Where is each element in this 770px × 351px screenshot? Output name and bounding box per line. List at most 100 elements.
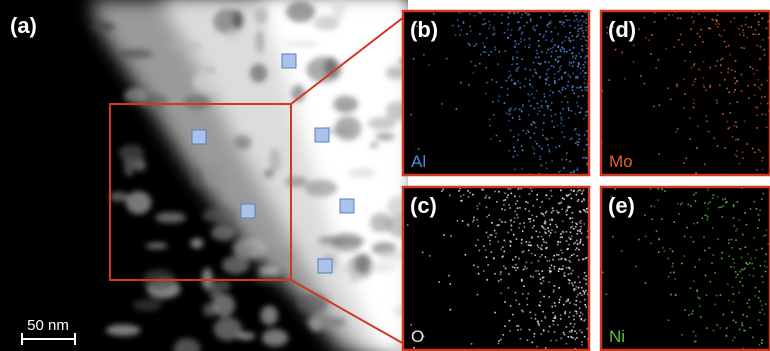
- signal-dot: [577, 30, 579, 32]
- signal-dot: [742, 29, 744, 31]
- signal-dot: [512, 56, 514, 58]
- signal-dot: [581, 341, 583, 343]
- signal-dot: [665, 48, 667, 50]
- signal-dot: [566, 343, 568, 345]
- signal-dot: [670, 248, 672, 250]
- signal-dot: [539, 33, 541, 35]
- signal-dot: [545, 212, 547, 214]
- signal-dot: [515, 83, 517, 85]
- element-label: O: [411, 327, 424, 346]
- signal-dot: [583, 149, 585, 151]
- signal-dot: [564, 312, 566, 314]
- signal-dot: [633, 45, 635, 47]
- signal-dot: [693, 194, 695, 196]
- signal-dot: [518, 134, 520, 136]
- signal-dot: [495, 233, 497, 235]
- signal-dot: [522, 130, 524, 132]
- signal-dot: [551, 212, 553, 214]
- signal-dot: [580, 239, 582, 241]
- signal-dot: [571, 255, 573, 257]
- signal-dot: [657, 199, 659, 201]
- signal-dot: [682, 44, 684, 46]
- signal-dot: [732, 286, 734, 288]
- signal-dot: [762, 157, 764, 159]
- signal-dot: [584, 87, 586, 89]
- signal-dot: [563, 231, 565, 233]
- signal-dot: [575, 242, 577, 244]
- signal-dot: [498, 340, 500, 342]
- signal-dot: [561, 236, 563, 238]
- signal-dot: [489, 119, 491, 121]
- signal-dot: [638, 28, 640, 30]
- signal-dot: [569, 302, 571, 304]
- signal-dot: [693, 223, 695, 225]
- texture-blob: [284, 40, 319, 47]
- texture-blob: [202, 208, 235, 223]
- signal-dot: [483, 245, 485, 247]
- signal-dot: [697, 222, 699, 224]
- signal-dot: [568, 336, 570, 338]
- signal-dot: [578, 24, 580, 26]
- signal-dot: [566, 159, 568, 161]
- signal-dot: [501, 208, 503, 210]
- signal-dot: [675, 131, 677, 133]
- signal-dot: [750, 208, 752, 210]
- signal-dot: [583, 290, 585, 292]
- signal-dot: [517, 217, 519, 219]
- signal-dot: [518, 66, 520, 68]
- signal-dot: [704, 202, 706, 204]
- signal-dot: [753, 73, 755, 75]
- signal-dot: [504, 32, 506, 34]
- signal-dot: [565, 211, 567, 213]
- signal-dot: [576, 332, 578, 334]
- signal-dot: [676, 84, 678, 86]
- signal-dot: [686, 227, 688, 229]
- signal-dot: [696, 290, 698, 292]
- signal-dot: [528, 47, 530, 49]
- signal-dot: [715, 303, 717, 305]
- signal-dot: [684, 309, 686, 311]
- signal-dot: [540, 63, 542, 65]
- signal-dot: [553, 255, 555, 257]
- signal-dot: [668, 14, 670, 16]
- signal-dot: [534, 333, 536, 335]
- signal-dot: [532, 121, 534, 123]
- signal-dot: [677, 203, 679, 205]
- signal-dot: [650, 205, 652, 207]
- signal-dot: [519, 119, 521, 121]
- signal-dot: [678, 39, 680, 41]
- signal-dot: [579, 307, 581, 309]
- signal-dot: [548, 61, 550, 63]
- signal-dot: [546, 70, 548, 72]
- signal-dot: [766, 28, 768, 30]
- signal-dot: [471, 343, 473, 345]
- signal-dot: [541, 249, 543, 251]
- signal-dot: [563, 125, 565, 127]
- signal-dot: [563, 168, 565, 170]
- signal-dot: [551, 31, 553, 33]
- signal-dot: [579, 243, 581, 245]
- signal-dot: [552, 320, 554, 322]
- texture-blob: [106, 324, 141, 336]
- signal-dot: [755, 295, 757, 297]
- signal-dot: [564, 25, 566, 27]
- signal-dot: [568, 273, 570, 275]
- signal-dot: [584, 157, 586, 159]
- signal-dot: [654, 21, 656, 23]
- signal-dot: [550, 271, 552, 273]
- signal-dot: [753, 268, 755, 270]
- signal-dot: [638, 239, 640, 241]
- signal-dot: [760, 46, 762, 48]
- signal-dot: [576, 19, 578, 21]
- signal-dot: [539, 273, 541, 275]
- signal-dot: [551, 219, 553, 221]
- signal-dot: [764, 96, 766, 98]
- signal-dot: [635, 266, 637, 268]
- signal-dot: [542, 129, 544, 131]
- signal-dot: [579, 28, 581, 30]
- signal-dot: [521, 168, 523, 170]
- signal-dot: [532, 75, 534, 77]
- signal-dot: [508, 24, 510, 26]
- signal-dot: [550, 109, 552, 111]
- signal-dot: [690, 287, 692, 289]
